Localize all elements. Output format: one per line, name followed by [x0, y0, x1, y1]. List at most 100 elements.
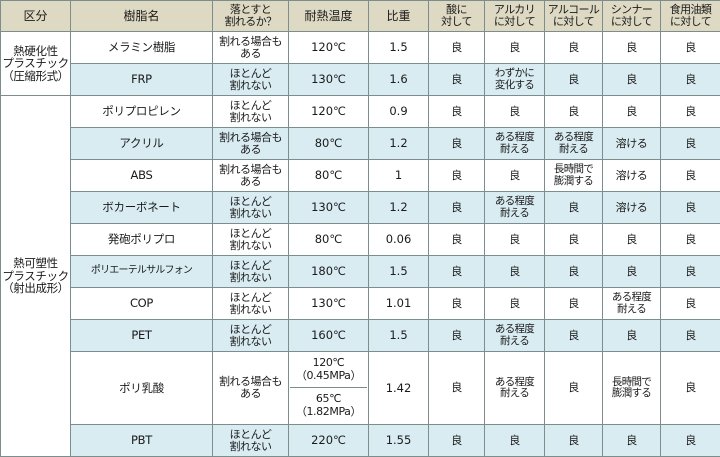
cell-alkali-line1: 良	[486, 298, 543, 310]
cell-alcohol: 良	[545, 256, 603, 288]
cell-alcohol-line1: 良	[546, 330, 601, 342]
cell-thinner: 溶ける	[603, 160, 661, 192]
cell-alkali-line1: ある程度	[486, 324, 543, 335]
cell-thinner: 良	[603, 64, 661, 96]
cell-drop-break-line2: 割れない	[214, 272, 287, 284]
cell-thinner: 良	[603, 96, 661, 128]
cell-specific-gravity: 1.01	[369, 288, 429, 320]
cell-heat-top-line2: （0.45MPa）	[296, 370, 361, 383]
header-edible-oil-line2: に対して	[662, 16, 719, 28]
cell-edible-oil: 良	[661, 224, 720, 256]
cell-heat-resistance-bottom: 65℃（1.82MPa）	[290, 388, 367, 424]
header-acid: 酸に 対して	[429, 1, 485, 32]
cell-alcohol-line1: 良	[546, 266, 601, 278]
cell-alkali: ある程度耐える	[485, 320, 545, 352]
cell-edible-oil-line1: 良	[662, 138, 719, 150]
cell-edible-oil-line1: 良	[662, 106, 719, 118]
cell-acid: 良	[429, 64, 485, 96]
cell-alcohol: 良	[545, 425, 603, 457]
cell-drop-break-line1: ほとんど	[214, 324, 287, 336]
header-drop-break: 落とすと 割れるか？	[213, 1, 289, 32]
cell-resin-name: ボカーボネート	[71, 192, 213, 224]
cell-edible-oil-line1: 良	[662, 170, 719, 182]
cell-alcohol-line1: 良	[546, 202, 601, 214]
cell-acid-line1: 良	[430, 138, 483, 150]
cell-alkali-line2: 耐える	[486, 336, 543, 347]
cell-specific-gravity: 1.6	[369, 64, 429, 96]
cell-alkali-line1: 良	[486, 106, 543, 118]
header-category: 区分	[1, 1, 71, 32]
cell-thinner: 良	[603, 32, 661, 64]
cell-drop-break: ほとんど割れない	[213, 425, 289, 457]
cell-specific-gravity: 0.9	[369, 96, 429, 128]
cell-alcohol: 長時間で膨潤する	[545, 160, 603, 192]
cell-drop-break-line2: 割れない	[214, 80, 287, 92]
cell-edible-oil-line1: 良	[662, 266, 719, 278]
cell-drop-break-line2: 割れない	[214, 304, 287, 316]
cell-acid-line1: 良	[430, 74, 483, 86]
cell-alkali: 良	[485, 96, 545, 128]
cell-alkali-line1: 良	[486, 170, 543, 182]
cell-acid: 良	[429, 224, 485, 256]
cell-alkali: 良	[485, 32, 545, 64]
cell-alkali: 良	[485, 256, 545, 288]
cell-alkali: ある程度耐える	[485, 192, 545, 224]
cell-thinner: 溶ける	[603, 192, 661, 224]
cell-thinner-line1: 良	[604, 234, 659, 246]
cell-heat-resistance: 130℃	[289, 64, 369, 96]
category-thermosetting-line3: （圧縮形式）	[2, 70, 69, 82]
cell-acid: 良	[429, 352, 485, 425]
cell-heat-resistance: 130℃	[289, 192, 369, 224]
cell-alcohol: 良	[545, 64, 603, 96]
cell-heat-top-line1: 120℃	[313, 357, 345, 370]
cell-thinner-line1: 良	[604, 435, 659, 447]
cell-edible-oil-line1: 良	[662, 298, 719, 310]
cell-drop-break: ほとんど割れない	[213, 256, 289, 288]
cell-drop-break: ほとんど割れない	[213, 320, 289, 352]
cell-alcohol: 良	[545, 192, 603, 224]
cell-heat-resistance: 220℃	[289, 425, 369, 457]
cell-resin-name: ポリプロピレン	[71, 96, 213, 128]
cell-edible-oil-line1: 良	[662, 382, 719, 394]
header-alkali-line2: に対して	[486, 16, 543, 28]
cell-drop-break-line2: ある	[214, 176, 287, 188]
cell-edible-oil-line1: 良	[662, 202, 719, 214]
cell-resin-name: PBT	[71, 425, 213, 457]
cell-drop-break: 割れる場合もある	[213, 352, 289, 425]
cell-resin-name: 発砲ポリプロ	[71, 224, 213, 256]
cell-alkali-line1: 良	[486, 435, 543, 447]
header-drop-break-line2: 割れるか？	[214, 16, 287, 28]
cell-thinner: 長時間で膨潤する	[603, 352, 661, 425]
cell-alcohol: 良	[545, 352, 603, 425]
cell-alcohol-line1: 良	[546, 298, 601, 310]
category-thermoplastic: 熱可塑性プラスチック（射出成形）	[1, 96, 71, 457]
cell-thinner: 良	[603, 425, 661, 457]
cell-drop-break: 割れる場合もある	[213, 128, 289, 160]
cell-alkali: 良	[485, 288, 545, 320]
cell-alkali-line1: わずかに	[486, 68, 543, 79]
cell-edible-oil: 良	[661, 128, 720, 160]
cell-alkali-line1: ある程度	[486, 132, 543, 143]
cell-heat-resistance: 80℃	[289, 224, 369, 256]
cell-acid-line1: 良	[430, 435, 483, 447]
cell-drop-break-line2: ある	[214, 388, 287, 400]
cell-drop-break-line1: ほとんど	[214, 260, 287, 272]
cell-resin-name: メラミン樹脂	[71, 32, 213, 64]
cell-drop-break-line1: 割れる場合も	[214, 164, 287, 176]
cell-drop-break-line1: ほとんど	[214, 196, 287, 208]
category-thermosetting: 熱硬化性プラスチック（圧縮形式）	[1, 32, 71, 96]
cell-thinner-line2: 膨潤する	[604, 388, 659, 399]
cell-alcohol-line1: ある程度	[546, 132, 601, 143]
cell-drop-break-line1: 割れる場合も	[214, 132, 287, 144]
cell-alkali-line1: 良	[486, 234, 543, 246]
cell-drop-break: 割れる場合もある	[213, 32, 289, 64]
cell-drop-break-line1: ほとんど	[214, 429, 287, 441]
cell-thinner: 良	[603, 224, 661, 256]
cell-thinner-line2: 耐える	[604, 304, 659, 315]
cell-acid: 良	[429, 320, 485, 352]
